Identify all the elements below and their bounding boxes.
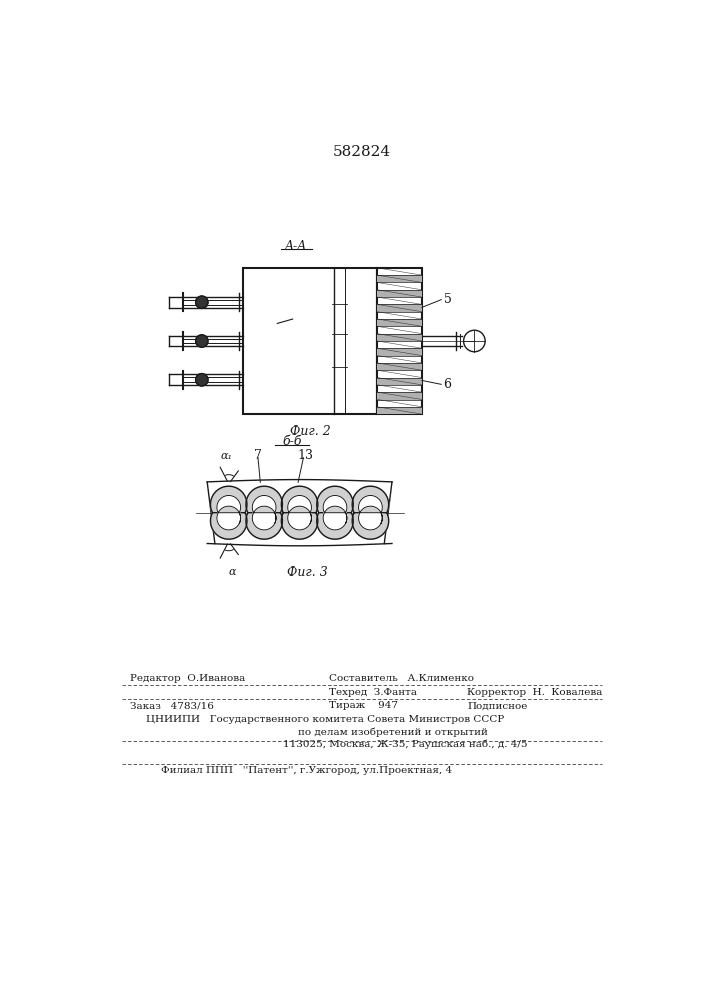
Polygon shape bbox=[211, 486, 247, 539]
Polygon shape bbox=[252, 495, 276, 530]
Polygon shape bbox=[358, 495, 382, 530]
Text: Составитель   А.Клименко: Составитель А.Клименко bbox=[329, 674, 474, 683]
Bar bbox=[378, 392, 422, 400]
Bar bbox=[378, 268, 422, 414]
Polygon shape bbox=[317, 486, 354, 539]
Bar bbox=[378, 348, 422, 356]
Text: по делам изобретений и открытий: по делам изобретений и открытий bbox=[298, 727, 488, 737]
Text: 13: 13 bbox=[298, 449, 314, 462]
Text: Корректор  Н.  Ковалева: Корректор Н. Ковалева bbox=[467, 688, 603, 697]
Bar bbox=[378, 319, 422, 326]
Text: Заказ   4783/16: Заказ 4783/16 bbox=[130, 701, 214, 710]
Circle shape bbox=[196, 335, 208, 347]
Text: 582824: 582824 bbox=[333, 145, 391, 159]
Text: α: α bbox=[229, 567, 236, 577]
Bar bbox=[378, 363, 422, 370]
Bar bbox=[378, 304, 422, 312]
Bar bbox=[378, 334, 422, 341]
Text: A-A: A-A bbox=[286, 240, 308, 253]
Text: α₁: α₁ bbox=[221, 451, 233, 461]
Text: Техред  З.Фанта: Техред З.Фанта bbox=[329, 688, 417, 697]
Polygon shape bbox=[323, 495, 347, 530]
Bar bbox=[378, 275, 422, 282]
Text: Тираж    947: Тираж 947 bbox=[329, 701, 398, 710]
Text: Фиг. 2: Фиг. 2 bbox=[290, 425, 330, 438]
Text: ЦНИИПИ   Государственного комитета Совета Министров СССР: ЦНИИПИ Государственного комитета Совета … bbox=[146, 715, 504, 724]
Text: б-б: б-б bbox=[282, 435, 302, 448]
Text: Фиг. 3: Фиг. 3 bbox=[287, 566, 327, 579]
Text: Редактор  О.Иванова: Редактор О.Иванова bbox=[130, 674, 245, 683]
Circle shape bbox=[196, 296, 208, 308]
Text: 7: 7 bbox=[254, 449, 262, 462]
Bar bbox=[243, 268, 378, 414]
Bar bbox=[378, 407, 422, 414]
Text: 6: 6 bbox=[443, 378, 452, 391]
Bar bbox=[378, 290, 422, 297]
Text: Подписное: Подписное bbox=[467, 701, 528, 710]
Polygon shape bbox=[246, 486, 282, 539]
Text: Филиал ППП   ''Патент'', г.Ужгород, ул.Проектная, 4: Филиал ППП ''Патент'', г.Ужгород, ул.Про… bbox=[161, 766, 452, 775]
Polygon shape bbox=[352, 486, 389, 539]
Polygon shape bbox=[281, 486, 318, 539]
Polygon shape bbox=[217, 495, 240, 530]
Circle shape bbox=[196, 374, 208, 386]
Text: 5: 5 bbox=[443, 293, 452, 306]
Bar bbox=[378, 378, 422, 385]
Polygon shape bbox=[288, 495, 312, 530]
Text: 113025, Москва, Ж-35, Раушская наб., д. 4/5: 113025, Москва, Ж-35, Раушская наб., д. … bbox=[283, 740, 527, 749]
